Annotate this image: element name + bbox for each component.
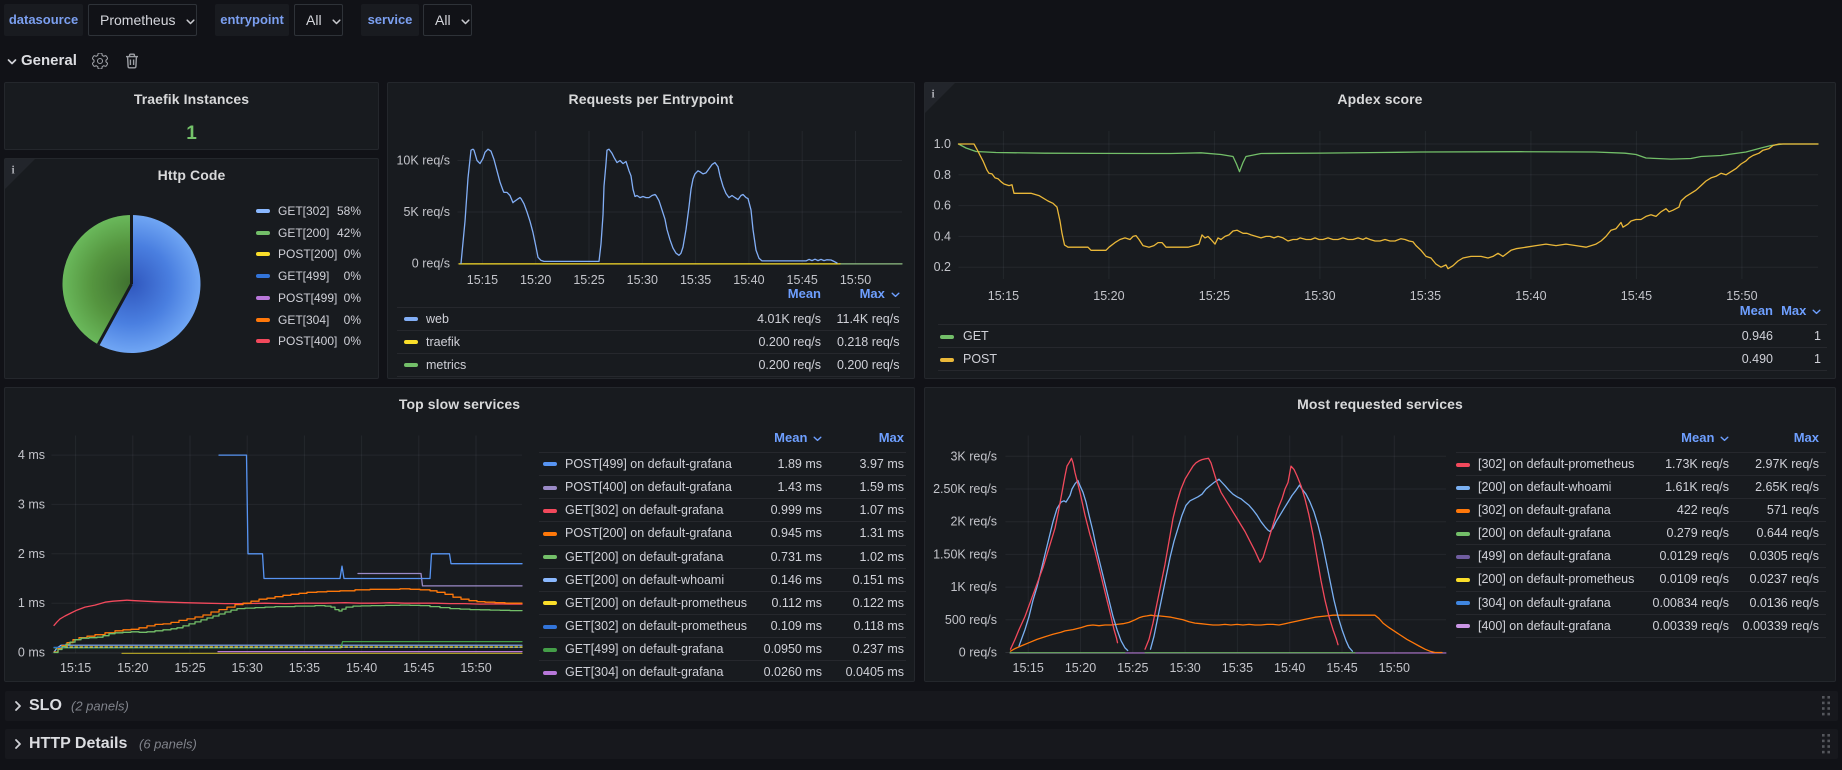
svg-text:15:25: 15:25 xyxy=(1199,289,1230,303)
svg-text:15:30: 15:30 xyxy=(627,273,658,287)
svg-text:15:15: 15:15 xyxy=(467,273,498,287)
svg-text:1.0: 1.0 xyxy=(934,137,951,151)
svg-text:15:40: 15:40 xyxy=(346,661,377,675)
svg-text:0 req/s: 0 req/s xyxy=(412,257,450,271)
svg-text:0 ms: 0 ms xyxy=(18,646,45,660)
svg-text:0 req/s: 0 req/s xyxy=(959,646,997,660)
svg-text:15:45: 15:45 xyxy=(1326,661,1357,675)
svg-text:1 ms: 1 ms xyxy=(18,596,45,610)
svg-text:15:30: 15:30 xyxy=(1169,661,1200,675)
svg-text:15:30: 15:30 xyxy=(232,661,263,675)
svg-text:15:35: 15:35 xyxy=(289,661,320,675)
svg-text:15:15: 15:15 xyxy=(988,289,1019,303)
svg-text:15:40: 15:40 xyxy=(1274,661,1305,675)
svg-text:15:45: 15:45 xyxy=(403,661,434,675)
svg-text:1K req/s: 1K req/s xyxy=(950,580,997,594)
svg-text:15:25: 15:25 xyxy=(573,273,604,287)
svg-text:0.8: 0.8 xyxy=(934,168,951,182)
svg-text:15:35: 15:35 xyxy=(1222,661,1253,675)
svg-text:5K req/s: 5K req/s xyxy=(403,205,450,219)
svg-text:15:45: 15:45 xyxy=(787,273,818,287)
svg-text:500 req/s: 500 req/s xyxy=(945,613,997,627)
svg-text:15:35: 15:35 xyxy=(1410,289,1441,303)
svg-text:15:20: 15:20 xyxy=(1065,661,1096,675)
svg-text:15:20: 15:20 xyxy=(1093,289,1124,303)
svg-text:15:40: 15:40 xyxy=(1515,289,1546,303)
svg-text:15:35: 15:35 xyxy=(680,273,711,287)
svg-text:15:20: 15:20 xyxy=(520,273,551,287)
svg-text:2.50K req/s: 2.50K req/s xyxy=(933,482,997,496)
svg-text:15:25: 15:25 xyxy=(174,661,205,675)
svg-text:15:45: 15:45 xyxy=(1621,289,1652,303)
svg-text:15:20: 15:20 xyxy=(117,661,148,675)
svg-text:0.2: 0.2 xyxy=(934,260,951,274)
svg-text:i: i xyxy=(12,165,16,177)
svg-text:3K req/s: 3K req/s xyxy=(950,449,997,463)
svg-text:3 ms: 3 ms xyxy=(18,497,45,511)
svg-text:15:15: 15:15 xyxy=(1013,661,1044,675)
svg-text:15:50: 15:50 xyxy=(460,661,491,675)
svg-text:2K req/s: 2K req/s xyxy=(950,515,997,529)
svg-text:1.50K req/s: 1.50K req/s xyxy=(933,547,997,561)
svg-text:2 ms: 2 ms xyxy=(18,547,45,561)
svg-text:i: i xyxy=(932,89,936,101)
svg-text:15:40: 15:40 xyxy=(733,273,764,287)
svg-text:15:50: 15:50 xyxy=(1726,289,1757,303)
svg-text:15:30: 15:30 xyxy=(1304,289,1335,303)
svg-text:4 ms: 4 ms xyxy=(18,448,45,462)
svg-text:15:25: 15:25 xyxy=(1117,661,1148,675)
svg-text:15:50: 15:50 xyxy=(1379,661,1410,675)
svg-text:0.4: 0.4 xyxy=(934,229,951,243)
svg-text:15:15: 15:15 xyxy=(60,661,91,675)
svg-text:10K req/s: 10K req/s xyxy=(396,154,450,168)
svg-text:15:50: 15:50 xyxy=(840,273,871,287)
svg-text:0.6: 0.6 xyxy=(934,199,951,213)
